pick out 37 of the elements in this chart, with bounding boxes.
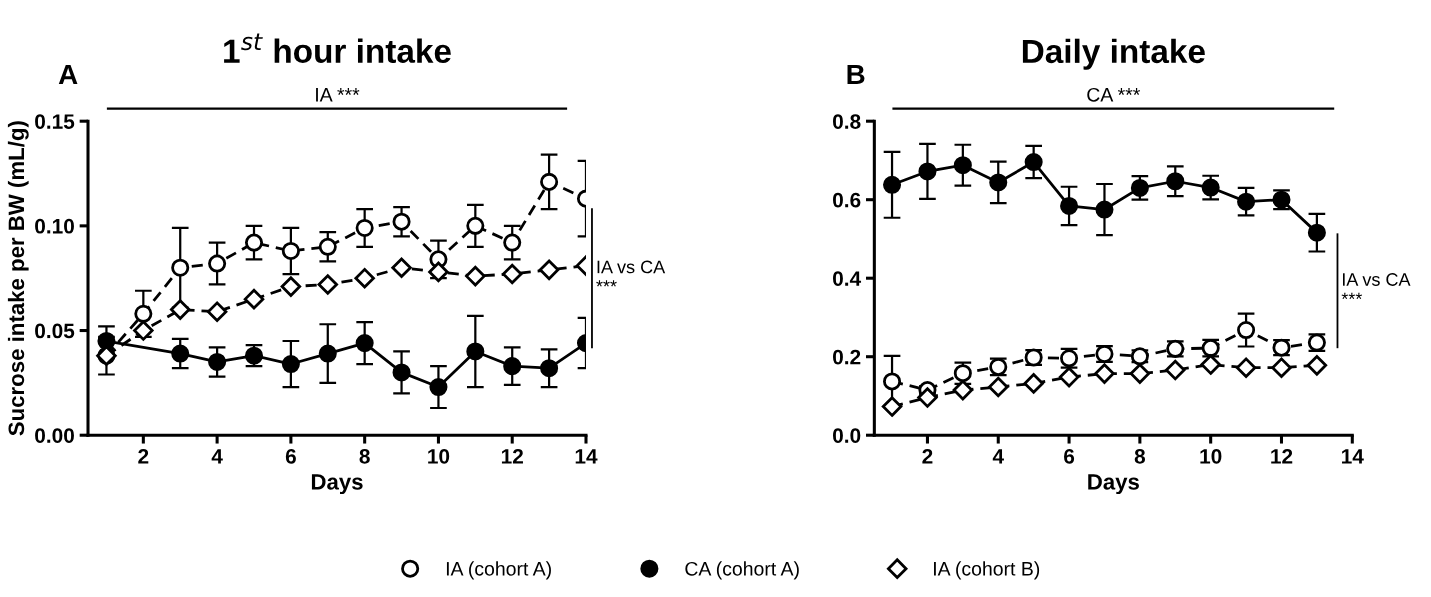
y-tick-label: 0.10 — [35, 218, 74, 234]
text: B — [847, 64, 865, 85]
chart-title: Daily intake — [1022, 38, 1205, 70]
legend-label: CA (cohort A) — [685, 561, 799, 580]
x-tick-label: 10 — [428, 448, 450, 464]
x-axis-title: Days — [1088, 474, 1139, 495]
legend-label: IA (cohort A) — [446, 561, 551, 580]
x-tick-label: 4 — [211, 449, 223, 464]
y-tick-label: 0.0 — [833, 428, 861, 443]
x-tick-label: 2 — [922, 448, 933, 464]
x-tick-label: 10 — [1200, 448, 1222, 464]
x-tick-label: 8 — [359, 448, 370, 464]
y-axis-title: Sucrose intake per BW (mL/g) — [7, 121, 29, 436]
chart-title: 1$^{st}$ hour intake — [224, 33, 451, 63]
text: IA vs CA *** — [596, 260, 666, 287]
y-tick-label: 0.00 — [35, 428, 74, 443]
x-tick-label: 8 — [1134, 448, 1146, 464]
y-tick-label: 0.2 — [833, 349, 861, 365]
x-tick-label: 2 — [138, 448, 149, 464]
x-tick-label: 12 — [1271, 448, 1293, 464]
y-tick-label: 0.8 — [833, 114, 861, 129]
x-tick-label: 6 — [1064, 448, 1075, 464]
y-tick-label: 0.4 — [833, 271, 862, 286]
legend-label: IA (cohort B) — [934, 561, 1040, 580]
x-tick-label: 4 — [992, 449, 1004, 464]
x-tick-label: 14 — [575, 449, 598, 464]
text: IA *** — [316, 88, 360, 102]
y-tick-label: 0.15 — [35, 114, 75, 129]
x-tick-label: 12 — [501, 448, 523, 464]
y-tick-label: 0.05 — [35, 323, 75, 339]
y-tick-label: 0.6 — [833, 192, 861, 208]
x-tick-label: 6 — [285, 448, 296, 464]
x-axis-title: Days — [311, 474, 363, 495]
text: CA *** — [1087, 87, 1141, 102]
x-tick-label: 14 — [1342, 449, 1364, 464]
text: A — [58, 64, 78, 85]
annotation: IA vs CA *** — [1341, 273, 1411, 300]
